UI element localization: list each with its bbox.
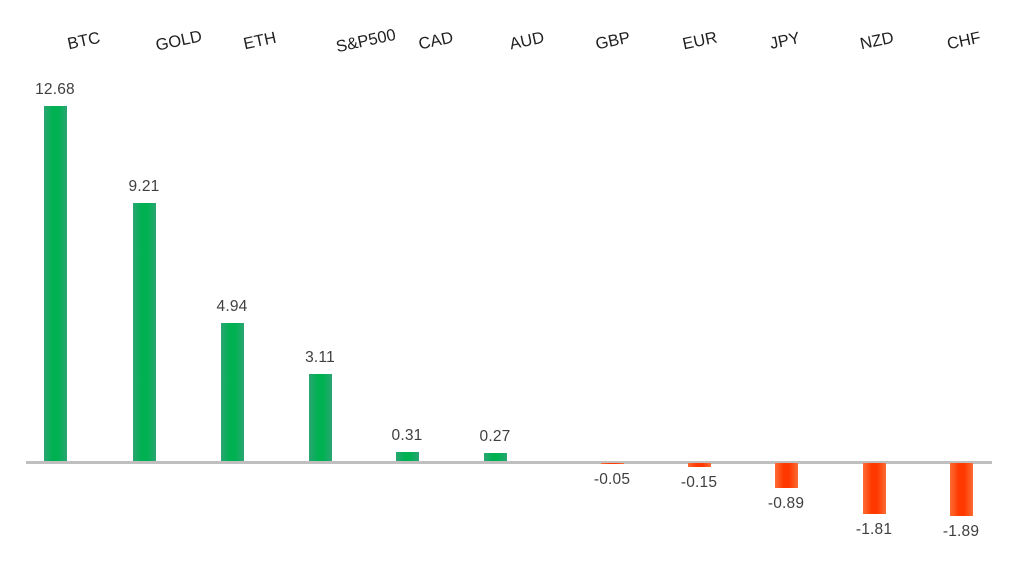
value-label-jpy: -0.89 bbox=[767, 494, 805, 512]
bar-aud bbox=[483, 453, 507, 461]
bar-gold bbox=[132, 203, 156, 461]
value-label-eth: 4.94 bbox=[216, 297, 248, 315]
bar-jpy bbox=[774, 463, 798, 488]
bar-btc bbox=[43, 105, 67, 461]
bar-cad bbox=[395, 452, 419, 461]
bar-gbp bbox=[600, 463, 624, 465]
value-label-eur: -0.15 bbox=[680, 474, 718, 492]
value-label-gold: 9.21 bbox=[128, 178, 160, 196]
bar-nzd bbox=[862, 463, 886, 514]
value-label-nzd: -1.81 bbox=[855, 520, 893, 538]
bar-sp500 bbox=[308, 373, 332, 461]
x-axis-line bbox=[26, 461, 992, 464]
value-label-btc: 12.68 bbox=[35, 80, 75, 98]
value-label-cad: 0.31 bbox=[391, 427, 423, 445]
bar-chf bbox=[949, 463, 973, 516]
category-label-btc: BTC bbox=[65, 28, 102, 54]
value-label-sp500: 3.11 bbox=[305, 348, 335, 366]
value-label-aud: 0.27 bbox=[479, 428, 511, 446]
value-label-chf: -1.89 bbox=[942, 522, 980, 540]
value-label-gbp: -0.05 bbox=[593, 471, 631, 489]
bar-eur bbox=[687, 463, 711, 468]
bar-eth bbox=[220, 322, 244, 461]
